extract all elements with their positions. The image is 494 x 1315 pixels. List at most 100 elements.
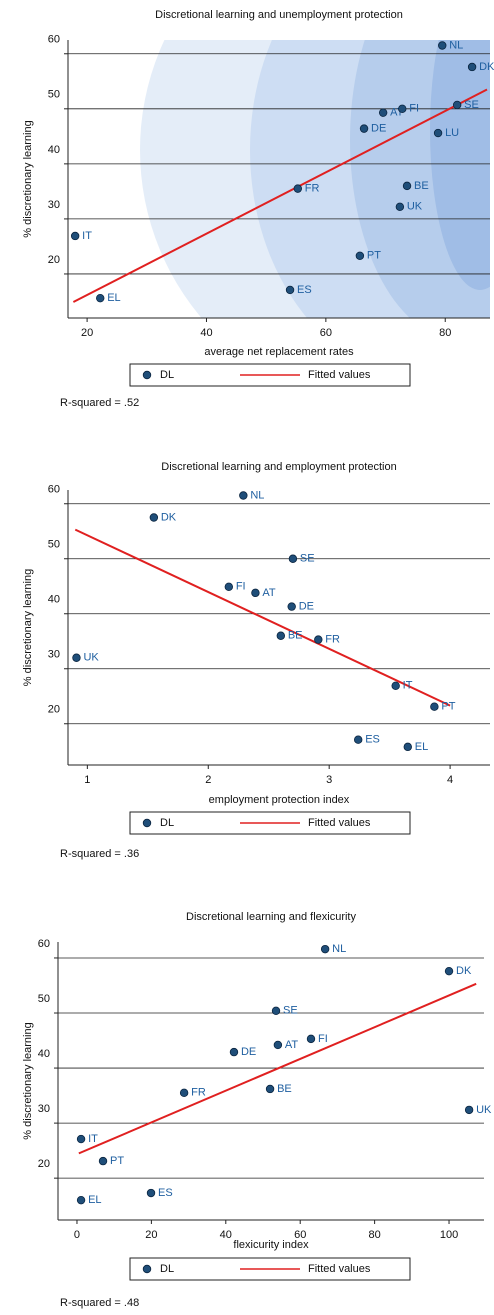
y-tick-label: 20 [48, 254, 60, 266]
point-label: DK [479, 61, 494, 73]
point-label: IT [403, 680, 413, 692]
point-label: EL [88, 1194, 101, 1206]
legend-label: Fitted values [308, 817, 371, 829]
point [146, 1188, 156, 1198]
point [70, 231, 80, 241]
y-tick-label: 60 [48, 34, 60, 46]
point-label: NL [449, 39, 463, 51]
chart-title: Discretional learning and employment pro… [161, 461, 396, 473]
point [438, 41, 447, 50]
point [391, 681, 400, 690]
point [433, 128, 443, 138]
point [239, 491, 248, 500]
point [354, 735, 363, 744]
x-tick-label: 2 [205, 774, 211, 786]
y-tick-label: 50 [48, 539, 60, 551]
point-label: ES [365, 734, 380, 746]
point [72, 653, 81, 662]
point [402, 181, 412, 191]
legend-label: Fitted values [308, 369, 371, 381]
point [359, 124, 369, 133]
point [464, 1105, 474, 1115]
point [265, 1084, 275, 1094]
point [320, 944, 330, 954]
point [378, 108, 388, 117]
point-label: AT [262, 587, 276, 599]
point-label: IT [82, 230, 92, 242]
point-label: ES [158, 1187, 173, 1199]
y-tick-label: 20 [38, 1158, 50, 1170]
x-axis-label: flexicurity index [233, 1239, 309, 1251]
point [229, 1047, 239, 1057]
legend-swatch [142, 1264, 152, 1274]
point-label: FR [325, 634, 340, 646]
legend-swatch [142, 370, 152, 380]
x-axis-label: employment protection index [209, 794, 350, 806]
point-label: PT [367, 250, 381, 262]
point [276, 631, 286, 640]
x-tick-label: 3 [326, 774, 332, 786]
point [444, 966, 454, 976]
y-tick-label: 50 [48, 89, 60, 101]
point [467, 62, 477, 72]
x-tick-label: 40 [220, 1229, 232, 1241]
x-tick-label: 60 [294, 1229, 306, 1241]
y-tick-label: 60 [48, 484, 60, 496]
x-tick-label: 100 [440, 1229, 458, 1241]
y-axis-label: % discretionary learning [22, 1022, 34, 1139]
chart-title: Discretional learning and flexicurity [186, 911, 356, 923]
point-label: EL [415, 741, 428, 753]
fit-line [72, 88, 488, 303]
y-tick-label: 40 [48, 594, 60, 606]
point [76, 1134, 86, 1144]
x-tick-label: 0 [74, 1229, 80, 1241]
legend-label: DL [160, 369, 174, 381]
point [293, 184, 303, 193]
x-tick-label: 20 [81, 327, 93, 339]
point-label: BE [288, 630, 303, 642]
point-label: NL [332, 943, 346, 955]
point-label: ES [297, 284, 312, 296]
legend-swatch [142, 818, 152, 828]
point-label: EL [107, 292, 120, 304]
y-tick-label: 30 [48, 199, 60, 211]
fit-line [74, 528, 451, 707]
point-label: FR [191, 1087, 206, 1099]
x-tick-label: 40 [200, 327, 212, 339]
point [355, 251, 365, 260]
point-label: SE [300, 553, 315, 565]
legend-label: Fitted values [308, 1263, 371, 1275]
point [76, 1195, 86, 1205]
note: R-squared = .48 [60, 1297, 139, 1309]
point-label: PT [110, 1155, 124, 1167]
point-label: BE [414, 180, 429, 192]
point-label: PT [441, 701, 455, 713]
point [98, 1156, 108, 1166]
point-label: BE [277, 1083, 292, 1095]
point-label: SE [464, 99, 479, 111]
x-axis-label: average net replacement rates [204, 346, 354, 358]
y-axis-label: % discretionary learning [22, 569, 34, 686]
point-label: DE [371, 123, 386, 135]
point [306, 1034, 316, 1044]
y-tick-label: 40 [38, 1048, 50, 1060]
y-axis-label: % discretionary learning [22, 120, 34, 237]
legend-label: DL [160, 817, 174, 829]
point [96, 293, 105, 303]
point [452, 100, 462, 110]
point [395, 202, 405, 211]
x-tick-label: 60 [320, 327, 332, 339]
y-tick-label: 20 [48, 704, 60, 716]
point [430, 702, 439, 711]
point-label: FI [236, 581, 246, 593]
point-label: DK [456, 965, 472, 977]
point-label: FI [409, 103, 419, 115]
point [398, 104, 407, 114]
point [273, 1040, 283, 1050]
point [224, 582, 234, 591]
legend-label: DL [160, 1263, 174, 1275]
x-tick-label: 4 [447, 774, 453, 786]
point [314, 635, 323, 644]
x-tick-label: 80 [368, 1229, 380, 1241]
